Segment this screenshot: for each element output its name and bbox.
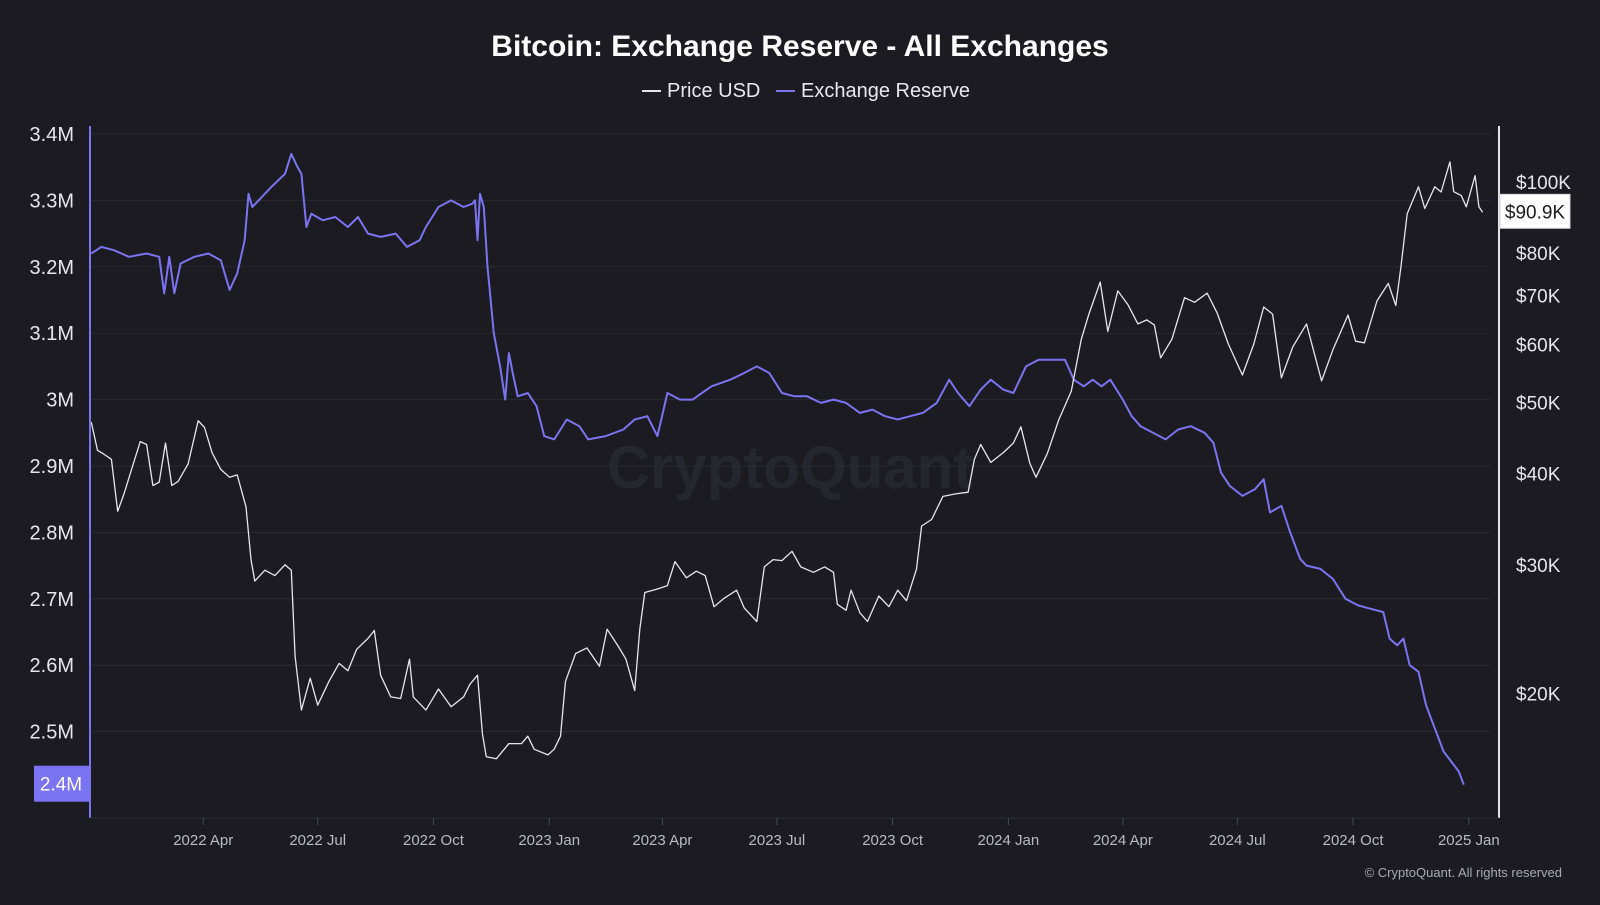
chart-title: Bitcoin: Exchange Reserve - All Exchange… (491, 30, 1108, 63)
left-tick-label: 3.3M (30, 190, 74, 212)
left-tick-label: 3M (46, 390, 74, 412)
legend-reserve-label[interactable]: Exchange Reserve (801, 80, 970, 102)
left-tick-label: 3.1M (30, 323, 74, 345)
x-tick-label: 2022 Apr (173, 832, 233, 849)
axes (89, 126, 1500, 819)
x-tick-label: 2023 Jul (749, 832, 806, 849)
x-tick-label: 2023 Oct (862, 832, 924, 849)
right-axis-ticks: $100K $80K $70K $60K $50K $40K $30K $20K (1516, 173, 1571, 706)
left-tick-label: 3.4M (30, 124, 74, 146)
x-tick-label: 2022 Oct (403, 832, 465, 849)
left-tick-label: 3.2M (30, 257, 74, 279)
right-tick-label: $50K (1516, 393, 1561, 414)
series-lines (90, 152, 1484, 786)
watermark: CryptoQuant (607, 434, 974, 501)
right-current-value-badge (1499, 193, 1571, 229)
right-tick-label: $100K (1516, 173, 1571, 194)
right-current-value-label: $90.9K (1505, 202, 1566, 223)
left-tick-label: 2.9M (30, 456, 74, 478)
right-tick-label: $80K (1516, 244, 1561, 265)
x-tick-label: 2024 Apr (1093, 832, 1153, 849)
left-current-value-label: 2.4M (40, 775, 82, 796)
current-value-badges: 2.4M $90.9K (34, 193, 1571, 802)
exchange-reserve-line[interactable] (90, 152, 1465, 786)
right-tick-label: $70K (1516, 286, 1561, 307)
x-tick-label: 2023 Apr (632, 832, 692, 849)
left-tick-label: 2.6M (30, 655, 74, 677)
price-usd-line[interactable] (90, 161, 1484, 760)
x-axis-ticks: 2022 Apr 2022 Jul 2022 Oct 2023 Jan 2023 Apr… (173, 818, 1500, 849)
gridlines (90, 133, 1489, 733)
right-tick-label: $20K (1516, 685, 1561, 706)
x-tick-label: 2023 Jan (518, 832, 580, 849)
x-tick-label: 2024 Jul (1209, 832, 1266, 849)
left-tick-label: 2.5M (30, 722, 74, 744)
legend-price-label[interactable]: Price USD (667, 80, 760, 102)
left-current-value-badge (34, 765, 89, 802)
legend[interactable]: Price USD Exchange Reserve (642, 80, 970, 102)
x-tick-label: 2025 Jan (1438, 832, 1500, 849)
right-tick-label: $30K (1516, 556, 1561, 577)
right-tick-label: $40K (1516, 464, 1561, 485)
copyright-footer: © CryptoQuant. All rights reserved (1365, 865, 1562, 880)
left-tick-label: 2.7M (30, 589, 74, 611)
right-tick-label: $60K (1516, 335, 1561, 356)
left-tick-label: 2.8M (30, 522, 74, 544)
x-tick-label: 2024 Oct (1323, 832, 1385, 849)
x-tick-label: 2024 Jan (977, 832, 1039, 849)
x-tick-label: 2022 Jul (289, 832, 346, 849)
left-axis-ticks: 3.4M 3.3M 3.2M 3.1M 3M 2.9M 2.8M 2.7M 2.6M 2.5M (30, 124, 74, 744)
